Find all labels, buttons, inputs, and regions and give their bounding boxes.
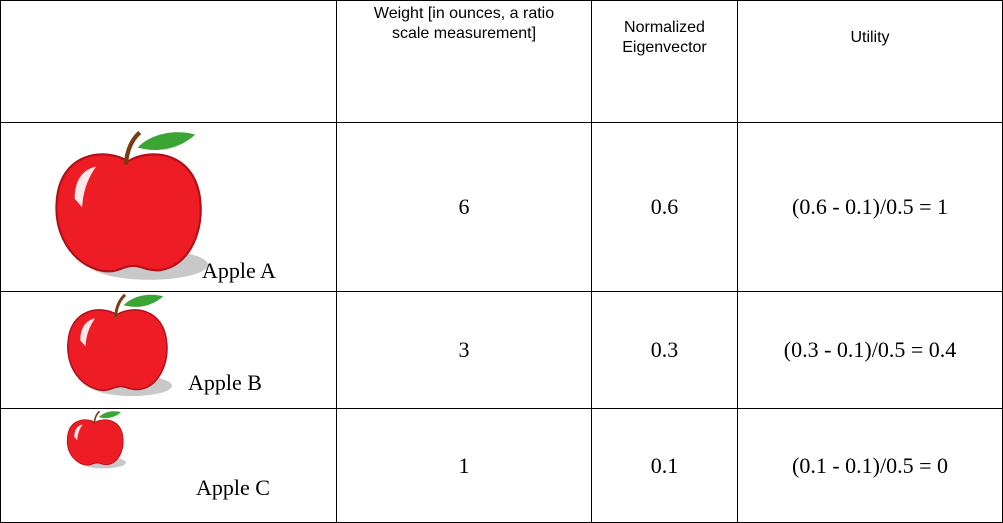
apple-image [62,289,172,399]
border [0,0,1,523]
cell: (0.3 - 0.1)/0.5 = 0.4 [783,337,957,362]
cell: (0.6 - 0.1)/0.5 = 1 [792,194,948,219]
header-text: Weight [in ounces, a ratio scale measure… [373,5,555,42]
header-text: Utility [850,29,890,46]
cell: 6 [458,194,470,219]
cell: 3 [458,337,470,362]
border [0,408,1003,409]
border [336,0,337,523]
header-text: Normalized Eigenvector [622,19,707,56]
border [0,122,1003,123]
border [0,291,1003,292]
border [737,0,738,523]
header-cell: Utility [738,4,1002,120]
border [0,0,1003,1]
row-label: Apple B [188,370,262,395]
row-label: Apple C [196,475,270,500]
header-cell: Normalized Eigenvector [592,4,737,120]
cell: (0.1 - 0.1)/0.5 = 0 [792,452,948,478]
apple-image [48,124,208,284]
cell: 0.1 [650,452,679,478]
cell: 1 [458,452,470,478]
apple-image [64,408,126,470]
cell: 0.3 [650,337,679,362]
cell: 0.6 [650,194,679,219]
border [591,0,592,523]
header-cell: Weight [in ounces, a ratio scale measure… [345,4,583,120]
row-label: Apple A [202,258,276,283]
